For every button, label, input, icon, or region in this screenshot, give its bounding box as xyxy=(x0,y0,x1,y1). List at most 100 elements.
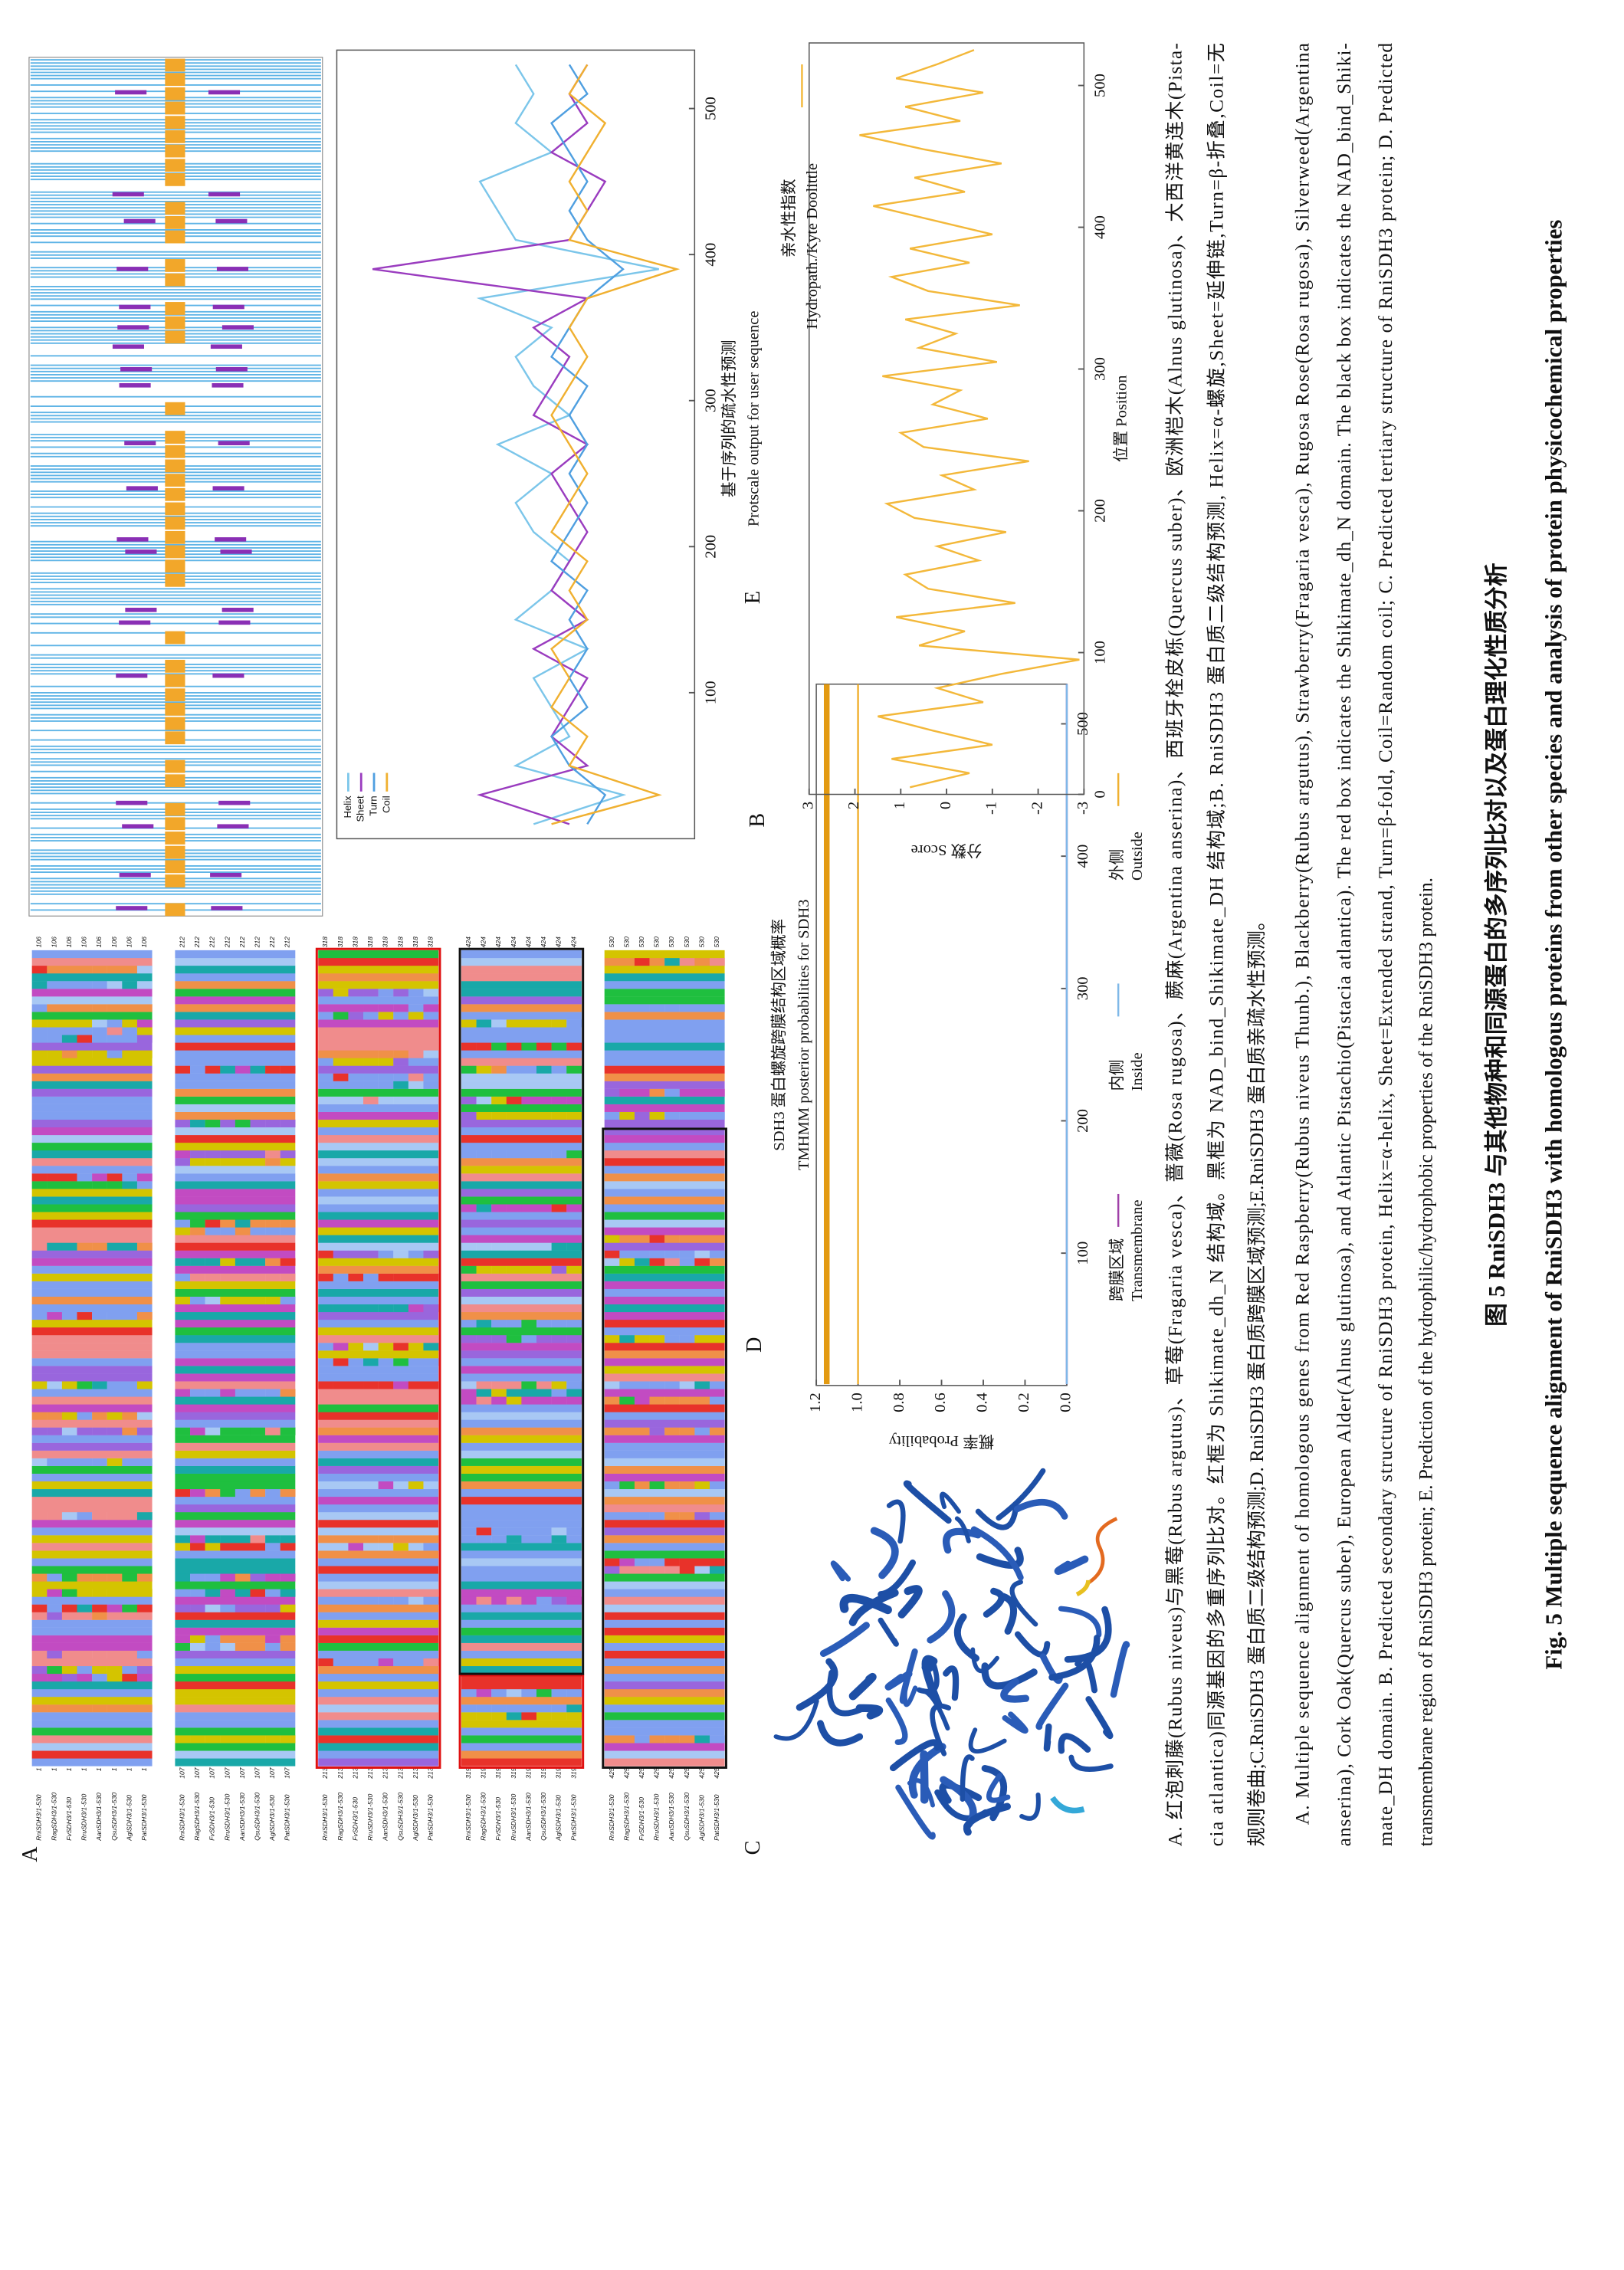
residue-cell xyxy=(664,1512,680,1520)
residue-cell xyxy=(709,1427,725,1435)
residue-cell xyxy=(107,981,123,989)
residue-cell xyxy=(318,1481,333,1490)
residue-cell xyxy=(506,1065,522,1074)
residue-cell xyxy=(461,1527,477,1536)
residue-cell xyxy=(107,1665,123,1675)
residue-cell xyxy=(604,957,620,966)
residue-column xyxy=(461,1697,582,1705)
residue-column xyxy=(175,989,296,997)
residue-cell xyxy=(136,981,153,989)
residue-cell xyxy=(250,1150,266,1159)
protein-ribbon xyxy=(1019,1792,1041,1821)
residue-cell xyxy=(709,1111,725,1120)
residue-cell xyxy=(107,1650,123,1659)
residue-cell xyxy=(378,1343,394,1351)
residue-cell xyxy=(92,1704,107,1713)
residue-cell xyxy=(235,1543,251,1551)
residue-column xyxy=(31,1520,153,1528)
legend-label: Inside xyxy=(1129,1052,1146,1091)
residue-cell xyxy=(77,1035,93,1043)
residue-cell xyxy=(47,1650,63,1659)
y-tick-label: 0.8 xyxy=(891,1393,907,1412)
end-position: 212 xyxy=(268,937,276,949)
residue-column xyxy=(318,1573,439,1582)
start-position: 425 xyxy=(697,1767,705,1779)
residue-cell xyxy=(566,1319,582,1328)
end-position: 106 xyxy=(65,937,73,948)
residue-cell xyxy=(136,1573,153,1582)
residue-column xyxy=(604,1604,725,1612)
residue-cell xyxy=(250,1635,266,1643)
residue-column xyxy=(31,1743,153,1751)
residue-column xyxy=(318,1373,439,1382)
residue-column xyxy=(604,1450,725,1458)
residue-column xyxy=(175,1450,296,1458)
residue-column xyxy=(31,1189,153,1197)
residue-column xyxy=(318,1619,439,1628)
protein-ribbon xyxy=(816,1720,864,1747)
residue-cell xyxy=(250,1604,266,1612)
residue-cell xyxy=(175,1227,191,1235)
species-label: FvSDH3/1-530 xyxy=(65,1797,73,1841)
residue-column xyxy=(31,1535,153,1543)
residue-column xyxy=(31,1688,153,1698)
residue-column xyxy=(604,1019,725,1028)
legend-label: Coil xyxy=(380,795,392,813)
end-position: 530 xyxy=(622,937,630,948)
residue-column xyxy=(175,1319,296,1328)
residue-cell xyxy=(393,1273,409,1281)
residue-cell xyxy=(333,1058,349,1066)
residue-column xyxy=(318,981,439,989)
coil-segment xyxy=(165,874,185,887)
residue-column xyxy=(31,1619,153,1628)
residue-column xyxy=(604,1389,725,1397)
residue-cell xyxy=(175,1296,191,1305)
residue-cell xyxy=(378,1096,394,1104)
residue-cell xyxy=(506,1704,522,1713)
residue-column xyxy=(175,1073,296,1081)
residue-cell xyxy=(47,1612,63,1620)
protein-tail xyxy=(1075,1579,1091,1597)
residue-column xyxy=(604,1665,725,1675)
residue-cell xyxy=(31,1019,48,1028)
residue-column xyxy=(31,1042,153,1051)
residue-column xyxy=(318,965,439,974)
black-domain-box xyxy=(458,947,585,1675)
start-position: 1 xyxy=(50,1767,57,1771)
protein-ribbon xyxy=(1043,1723,1052,1752)
residue-column xyxy=(461,1350,582,1359)
species-label: AglSDH3/1-530 xyxy=(125,1795,133,1842)
residue-cell xyxy=(604,1481,620,1490)
residue-cell xyxy=(220,1573,236,1582)
end-position: 106 xyxy=(110,937,118,948)
residue-column xyxy=(461,1173,582,1182)
residue-column xyxy=(31,1581,153,1589)
residue-cell xyxy=(408,989,424,997)
residue-cell xyxy=(77,1704,93,1713)
species-label: FvSDH3/1-530 xyxy=(638,1797,645,1841)
residue-cell xyxy=(679,957,695,966)
residue-cell xyxy=(235,1273,251,1281)
residue-cell xyxy=(476,1111,492,1120)
residue-cell xyxy=(333,1273,349,1281)
residue-column xyxy=(318,1504,439,1513)
residue-cell xyxy=(250,1158,266,1166)
residue-cell xyxy=(250,1735,266,1744)
residue-column xyxy=(318,1465,439,1474)
x-tick-label: 0 xyxy=(1091,790,1108,798)
residue-column xyxy=(31,1111,153,1120)
residue-column xyxy=(604,1750,725,1759)
residue-cell xyxy=(190,1488,205,1497)
residue-column xyxy=(318,1635,439,1643)
residue-cell xyxy=(47,1050,63,1058)
residue-cell xyxy=(649,1566,665,1574)
residue-column xyxy=(318,1673,439,1682)
residue-cell xyxy=(265,1488,281,1497)
y-tick-label: 0 xyxy=(937,802,954,809)
residue-column xyxy=(31,1504,153,1513)
residue-cell xyxy=(122,1704,138,1713)
residue-column xyxy=(31,1358,153,1366)
residue-cell xyxy=(92,1573,107,1582)
protein-ribbon xyxy=(855,1704,884,1720)
residue-cell xyxy=(31,1704,48,1713)
